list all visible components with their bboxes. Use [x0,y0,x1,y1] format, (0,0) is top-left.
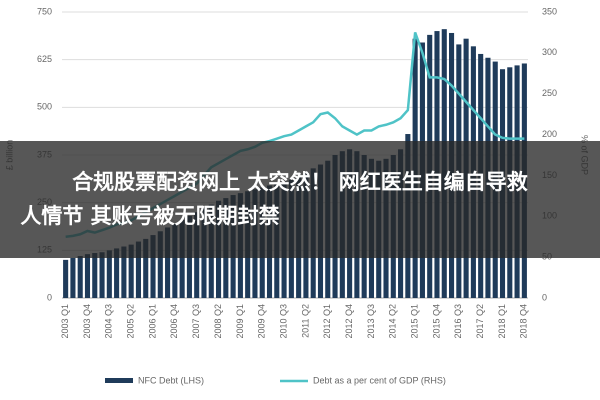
y-tick-label: 625 [37,54,52,64]
bar [92,253,98,298]
x-tick-label: 2013 Q3 [366,304,376,339]
legend-label: Debt as a per cent of GDP (RHS) [313,375,446,385]
caption-line: 人情节 其账号被无限期封禁 [20,204,279,228]
legend-swatch [105,378,133,383]
bar [77,256,83,298]
bar [179,219,185,298]
x-tick-label: 2009 Q4 [257,304,267,339]
x-tick-label: 2016 Q3 [453,304,463,339]
x-tick-label: 2014 Q2 [388,304,398,339]
y-tick-label: 750 [37,6,52,16]
bar [63,259,69,298]
bar [143,238,149,298]
x-tick-label: 2012 Q1 [322,304,332,339]
x-tick-label: 2004 Q3 [104,304,114,339]
bar [157,231,163,298]
x-tick-label: 2012 Q4 [344,304,354,339]
x-tick-label: 2009 Q1 [235,304,245,339]
x-tick-label: 2008 Q2 [213,304,223,339]
caption-band [0,141,600,258]
x-tick-label: 2003 Q1 [60,304,70,339]
y2-tick-label: 0 [542,292,547,302]
legend-label: NFC Debt (LHS) [138,375,204,385]
x-tick-label: 2005 Q2 [126,304,136,339]
bar [114,248,120,298]
bar [106,250,112,298]
bar [121,246,127,298]
bar [70,257,76,298]
y2-tick-label: 350 [542,6,557,16]
x-tick-label: 2007 Q3 [191,304,201,339]
y-tick-label: 500 [37,102,52,112]
x-tick-label: 2006 Q4 [169,304,179,339]
x-tick-label: 2018 Q1 [497,304,507,339]
x-tick-label: 2015 Q4 [431,304,441,339]
x-tick-label: 2015 Q1 [410,304,420,339]
bar [165,227,171,298]
bar [135,241,142,298]
x-tick-label: 2017 Q2 [475,304,485,339]
x-tick-label: 2018 Q4 [519,304,529,339]
bar [150,235,156,298]
x-tick-label: 2006 Q1 [147,304,157,339]
y-tick-label: 0 [47,292,52,302]
y2-tick-label: 200 [542,129,557,139]
y2-tick-label: 250 [542,88,557,98]
caption-line: 合规股票配资网上 太突然！ 网红医生自编自导救 [72,170,528,194]
y2-tick-label: 300 [542,47,557,57]
bar [128,244,134,298]
bar [99,252,105,298]
x-tick-label: 2011 Q2 [300,304,310,338]
x-tick-label: 2010 Q3 [278,304,288,339]
bar [84,254,91,298]
x-tick-label: 2003 Q4 [82,304,92,339]
bar [172,223,178,298]
